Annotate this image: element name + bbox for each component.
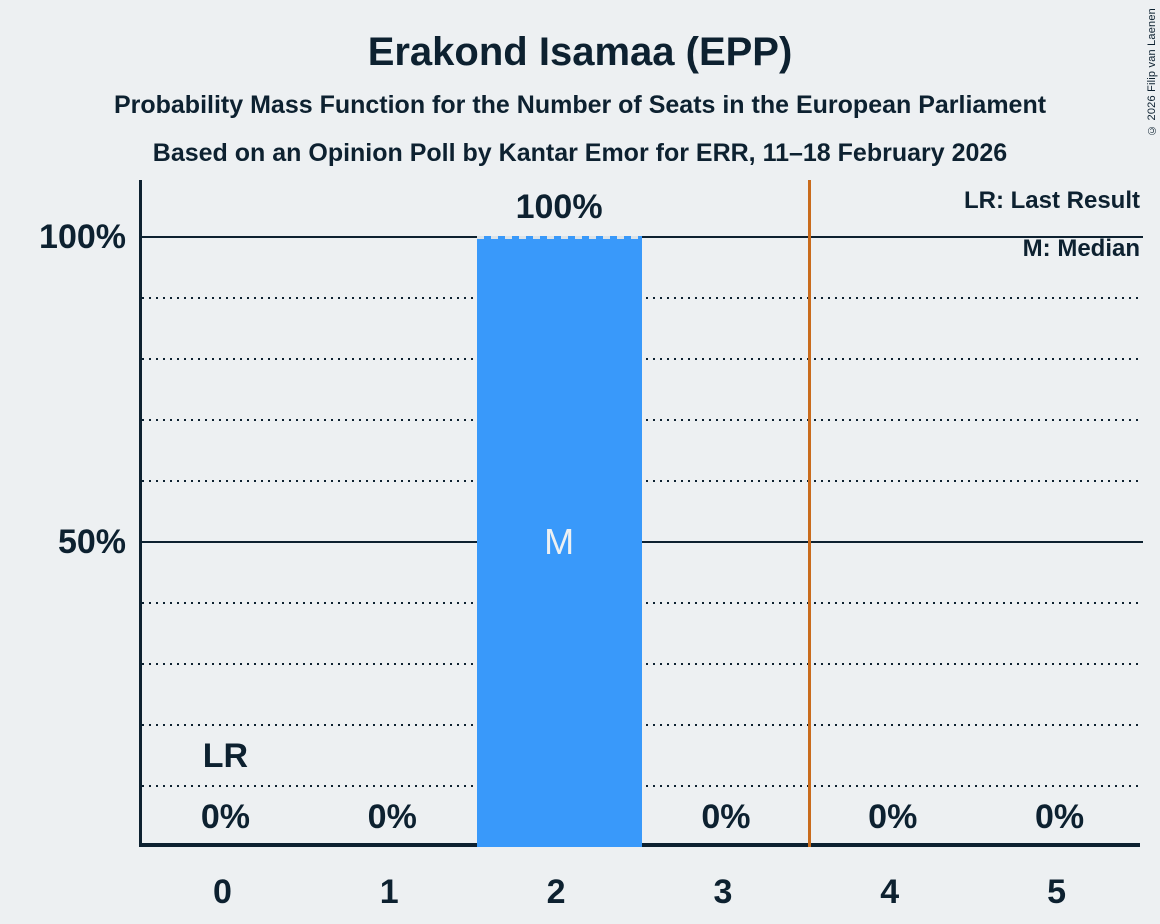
chart-poll-source: Based on an Opinion Poll by Kantar Emor … — [152, 139, 1008, 167]
gridline-90pct — [142, 297, 1143, 299]
x-axis-label-1: 1 — [379, 873, 399, 911]
copyright-notice: © 2026 Filip van Laenen — [1146, 8, 1158, 136]
x-axis-label-4: 4 — [880, 873, 900, 911]
x-axis-label-5: 5 — [1047, 873, 1067, 911]
legend-median: M: Median — [1022, 235, 1140, 262]
median-marker: M — [544, 521, 575, 562]
y-axis-label-50: 50% — [57, 523, 126, 561]
gridline-100pct — [142, 236, 1143, 238]
chart-subtitle: Probability Mass Function for the Number… — [113, 91, 1047, 119]
x-axis-label-2: 2 — [546, 873, 566, 911]
gridline-80pct — [142, 358, 1143, 360]
gridline-20pct — [142, 724, 1143, 726]
gridline-60pct — [142, 480, 1143, 482]
x-axis-label-0: 0 — [212, 873, 232, 911]
x-axis-label-3: 3 — [713, 873, 733, 911]
chart-title: Erakond Isamaa (EPP) — [367, 30, 793, 74]
gridline-70pct — [142, 419, 1143, 421]
legend-last-result: LR: Last Result — [963, 187, 1140, 214]
value-label-seats-2: 100% — [515, 188, 603, 226]
gridline-40pct — [142, 602, 1143, 604]
last-result-line — [807, 180, 811, 847]
plot-area: 0% 0% 100% 0% 0% 0% M LR — [139, 180, 1143, 847]
value-label-seats-3: 0% — [701, 797, 751, 836]
bar-seats-2 — [476, 236, 642, 847]
value-label-seats-5: 0% — [1035, 797, 1085, 836]
value-label-seats-1: 0% — [367, 797, 417, 836]
value-label-seats-0: 0% — [200, 797, 250, 836]
gridline-30pct — [142, 663, 1143, 665]
y-axis-label-100: 100% — [39, 218, 126, 256]
bar-top-gridline — [476, 236, 642, 239]
gridline-10pct — [142, 785, 1143, 787]
last-result-marker: LR — [202, 736, 249, 775]
value-label-seats-4: 0% — [868, 797, 918, 836]
gridline-50pct — [142, 541, 1143, 543]
